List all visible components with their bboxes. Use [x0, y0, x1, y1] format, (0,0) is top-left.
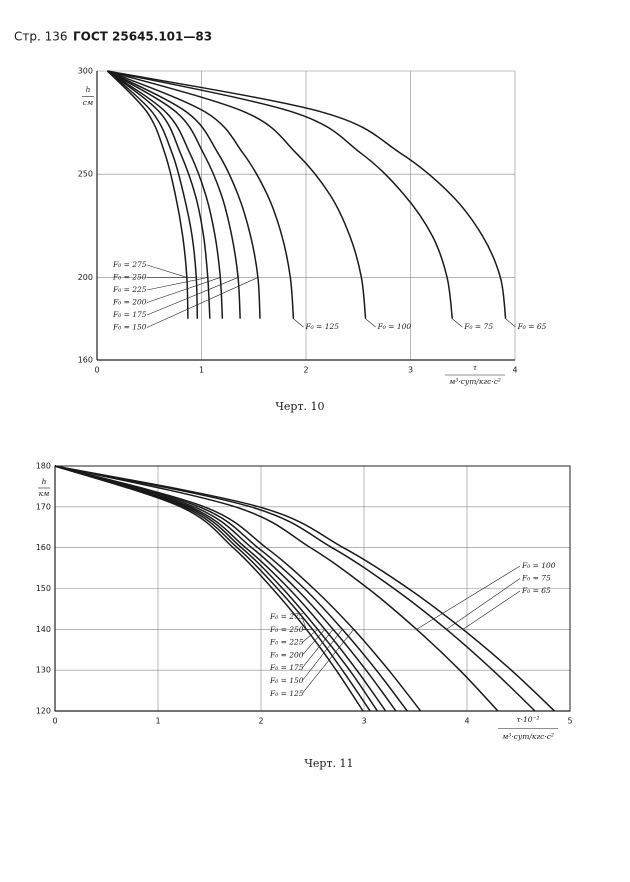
leader-line — [301, 629, 354, 694]
series-label: F₀ = 250 — [269, 625, 304, 634]
leader-line — [301, 629, 318, 643]
leader-line — [446, 578, 521, 630]
series-label: F₀ = 150 — [112, 323, 147, 332]
series-label: F₀ = 65 — [521, 586, 551, 595]
plot-frame — [54, 465, 571, 712]
x-tick-label: 4 — [512, 366, 517, 375]
leader-line — [462, 590, 521, 630]
y-axis-unit: см — [83, 98, 93, 107]
curve — [107, 70, 224, 319]
series-label: F₀ = 275 — [269, 612, 304, 621]
leader-line — [146, 264, 187, 278]
curve — [54, 465, 422, 712]
curve — [107, 70, 367, 319]
series-label: F₀ = 275 — [112, 260, 147, 269]
y-tick-label: 160 — [78, 356, 93, 365]
series-label: F₀ = 175 — [112, 310, 147, 319]
curve — [106, 70, 211, 319]
curve — [107, 70, 241, 319]
x-axis-unit: м³·сут/кгс·с² — [449, 377, 501, 386]
leader-line — [146, 277, 208, 291]
y-tick-label: 140 — [36, 625, 51, 634]
series-label: F₀ = 175 — [269, 663, 304, 672]
y-tick-label: 300 — [78, 67, 93, 76]
curve — [54, 465, 536, 712]
curve — [54, 465, 387, 712]
series-label: F₀ = 125 — [304, 322, 339, 331]
x-tick-label: 2 — [303, 366, 308, 375]
y-tick-label: 250 — [78, 170, 93, 179]
x-axis-title: τ·10⁻² — [516, 715, 539, 724]
page-number: Стр. 136 — [14, 30, 68, 44]
y-axis-unit: км — [39, 489, 50, 498]
y-axis-title: h — [42, 477, 47, 486]
series-label: F₀ = 65 — [517, 322, 547, 331]
x-tick-label: 3 — [361, 717, 366, 726]
leader-line — [301, 629, 326, 656]
series-label: F₀ = 75 — [521, 574, 551, 583]
leader-line — [293, 318, 304, 328]
leader-line — [146, 277, 221, 303]
series-label: F₀ = 75 — [463, 322, 493, 331]
curve — [54, 465, 556, 712]
x-tick-label: 0 — [52, 717, 57, 726]
x-tick-label: 1 — [155, 717, 160, 726]
figure-caption: Черт. 10 — [275, 400, 324, 413]
x-tick-label: 2 — [258, 717, 263, 726]
curve — [54, 465, 397, 712]
leader-line — [301, 629, 334, 669]
series-label: F₀ = 200 — [269, 650, 304, 659]
leader-line — [452, 318, 463, 328]
y-tick-label: 180 — [36, 462, 51, 471]
leader-line — [301, 616, 307, 630]
leader-line — [146, 277, 239, 316]
series-label: F₀ = 150 — [269, 676, 304, 685]
y-tick-label: 130 — [36, 666, 51, 675]
x-axis-unit: м³·сут/кгс·с² — [502, 732, 554, 741]
x-tick-label: 1 — [199, 366, 204, 375]
series-label: F₀ = 200 — [112, 298, 147, 307]
x-tick-label: 4 — [464, 717, 469, 726]
leader-line — [365, 318, 376, 328]
curve — [107, 70, 295, 319]
y-tick-label: 200 — [78, 273, 93, 282]
x-tick-label: 3 — [408, 366, 413, 375]
series-label: F₀ = 225 — [269, 638, 304, 647]
curve — [54, 465, 408, 712]
curve — [107, 70, 261, 319]
standard-code: ГОСТ 25645.101—83 — [73, 30, 212, 44]
figure-caption: Черт. 11 — [304, 757, 353, 770]
x-tick-label: 5 — [567, 717, 572, 726]
series-label: F₀ = 125 — [269, 689, 304, 698]
series-label: F₀ = 225 — [112, 285, 147, 294]
x-axis-title: τ — [473, 363, 478, 372]
y-tick-label: 150 — [36, 584, 51, 593]
curve — [107, 70, 454, 319]
y-tick-label: 160 — [36, 543, 51, 552]
series-label: F₀ = 250 — [112, 273, 147, 282]
leader-line — [146, 277, 259, 328]
series-label: F₀ = 100 — [521, 561, 556, 570]
y-axis-title: h — [86, 85, 91, 94]
curve — [54, 465, 364, 712]
series-label: F₀ = 100 — [377, 322, 412, 331]
x-tick-label: 0 — [94, 366, 99, 375]
leader-line — [505, 318, 516, 328]
curve — [107, 70, 507, 319]
leader-line — [301, 629, 343, 682]
y-tick-label: 170 — [36, 502, 51, 511]
curve — [54, 465, 371, 712]
y-tick-label: 120 — [36, 707, 51, 716]
curve — [54, 465, 499, 712]
